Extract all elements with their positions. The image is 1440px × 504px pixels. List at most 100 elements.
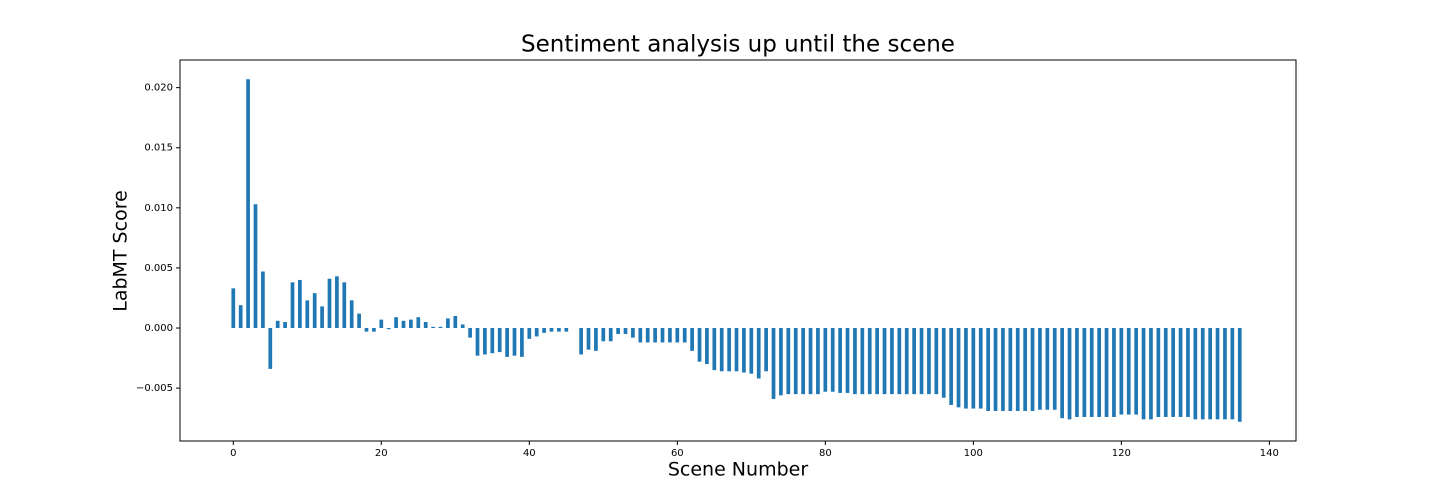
bar (1030, 328, 1035, 411)
bar (497, 328, 502, 353)
bar (786, 328, 791, 395)
bar (261, 271, 265, 329)
bar (1008, 328, 1013, 411)
bar (1060, 328, 1064, 419)
bar (927, 328, 931, 395)
bar (705, 328, 709, 365)
bar (1208, 328, 1213, 420)
bar (305, 300, 310, 329)
bar (1149, 328, 1153, 420)
y-axis-label: LabMT Score (110, 190, 132, 312)
bar (1038, 328, 1042, 410)
bar (542, 328, 546, 333)
bar (579, 328, 583, 355)
bar (1067, 328, 1072, 420)
y-tick-label: 0.020 (144, 83, 173, 94)
bar (490, 328, 495, 354)
bar (964, 328, 968, 409)
bar (1089, 328, 1094, 417)
bar (749, 328, 754, 374)
x-tick-label: 60 (671, 448, 684, 459)
bar (401, 320, 406, 329)
x-tick-label: 40 (523, 448, 536, 459)
x-tick-label: 0 (230, 448, 236, 459)
bar (1186, 328, 1190, 417)
bar (1163, 328, 1168, 417)
bar (623, 328, 628, 335)
bar (446, 318, 450, 329)
bar (668, 328, 672, 343)
bar (779, 328, 783, 396)
bar (734, 328, 739, 372)
bar (941, 328, 946, 398)
bar (1141, 328, 1146, 420)
bar (727, 328, 731, 372)
bar (438, 326, 443, 329)
bar (357, 313, 361, 329)
bar (919, 328, 924, 395)
bar (719, 328, 724, 372)
bar (608, 328, 613, 342)
bar (1215, 328, 1220, 420)
x-axis-label: Scene Number (668, 459, 808, 481)
bar (675, 328, 680, 343)
bar (771, 328, 776, 399)
bar (335, 276, 339, 329)
bar (372, 328, 376, 332)
bar (349, 300, 354, 329)
bar (860, 328, 865, 395)
y-tick-label: 0.000 (144, 323, 173, 334)
bar (268, 328, 273, 369)
bar (1104, 328, 1109, 417)
bar (564, 328, 569, 332)
x-tick-label: 20 (375, 448, 388, 459)
bar (512, 328, 517, 356)
bar (253, 204, 258, 329)
y-tick-label: 0.005 (144, 263, 173, 274)
bar (468, 328, 472, 338)
bar (756, 328, 761, 379)
bar (956, 328, 961, 408)
bar (897, 328, 902, 395)
x-tick-label: 120 (1112, 448, 1131, 459)
bar (534, 328, 539, 337)
bar (890, 328, 894, 395)
bar (993, 328, 998, 411)
bar (409, 319, 413, 329)
x-tick-label: 100 (964, 448, 983, 459)
bar (616, 328, 620, 335)
bar (1134, 328, 1138, 415)
bar (1001, 328, 1005, 411)
bar (231, 288, 236, 329)
bar (830, 328, 835, 392)
bar (423, 322, 428, 329)
bar (601, 328, 606, 342)
bar (1171, 328, 1176, 417)
bar (845, 328, 850, 393)
bar (342, 282, 347, 329)
bar (682, 328, 687, 343)
bar (283, 322, 287, 329)
bar (764, 328, 768, 372)
bar (801, 328, 805, 395)
bar (697, 328, 702, 362)
bar (379, 319, 384, 329)
bar (638, 328, 643, 343)
bar (1237, 328, 1242, 422)
bar (712, 328, 717, 371)
bar (327, 278, 332, 329)
bar (483, 328, 487, 355)
bar (690, 328, 694, 351)
bar (1200, 328, 1205, 420)
bar (971, 328, 976, 409)
bar (1023, 328, 1027, 411)
bar (364, 328, 369, 332)
bar (1156, 328, 1161, 417)
bar (586, 328, 591, 350)
bar (416, 317, 421, 329)
bar (653, 328, 657, 343)
y-tick-label: 0.015 (144, 143, 173, 154)
bar (1112, 328, 1116, 417)
bar (631, 328, 635, 338)
bar (1075, 328, 1079, 417)
